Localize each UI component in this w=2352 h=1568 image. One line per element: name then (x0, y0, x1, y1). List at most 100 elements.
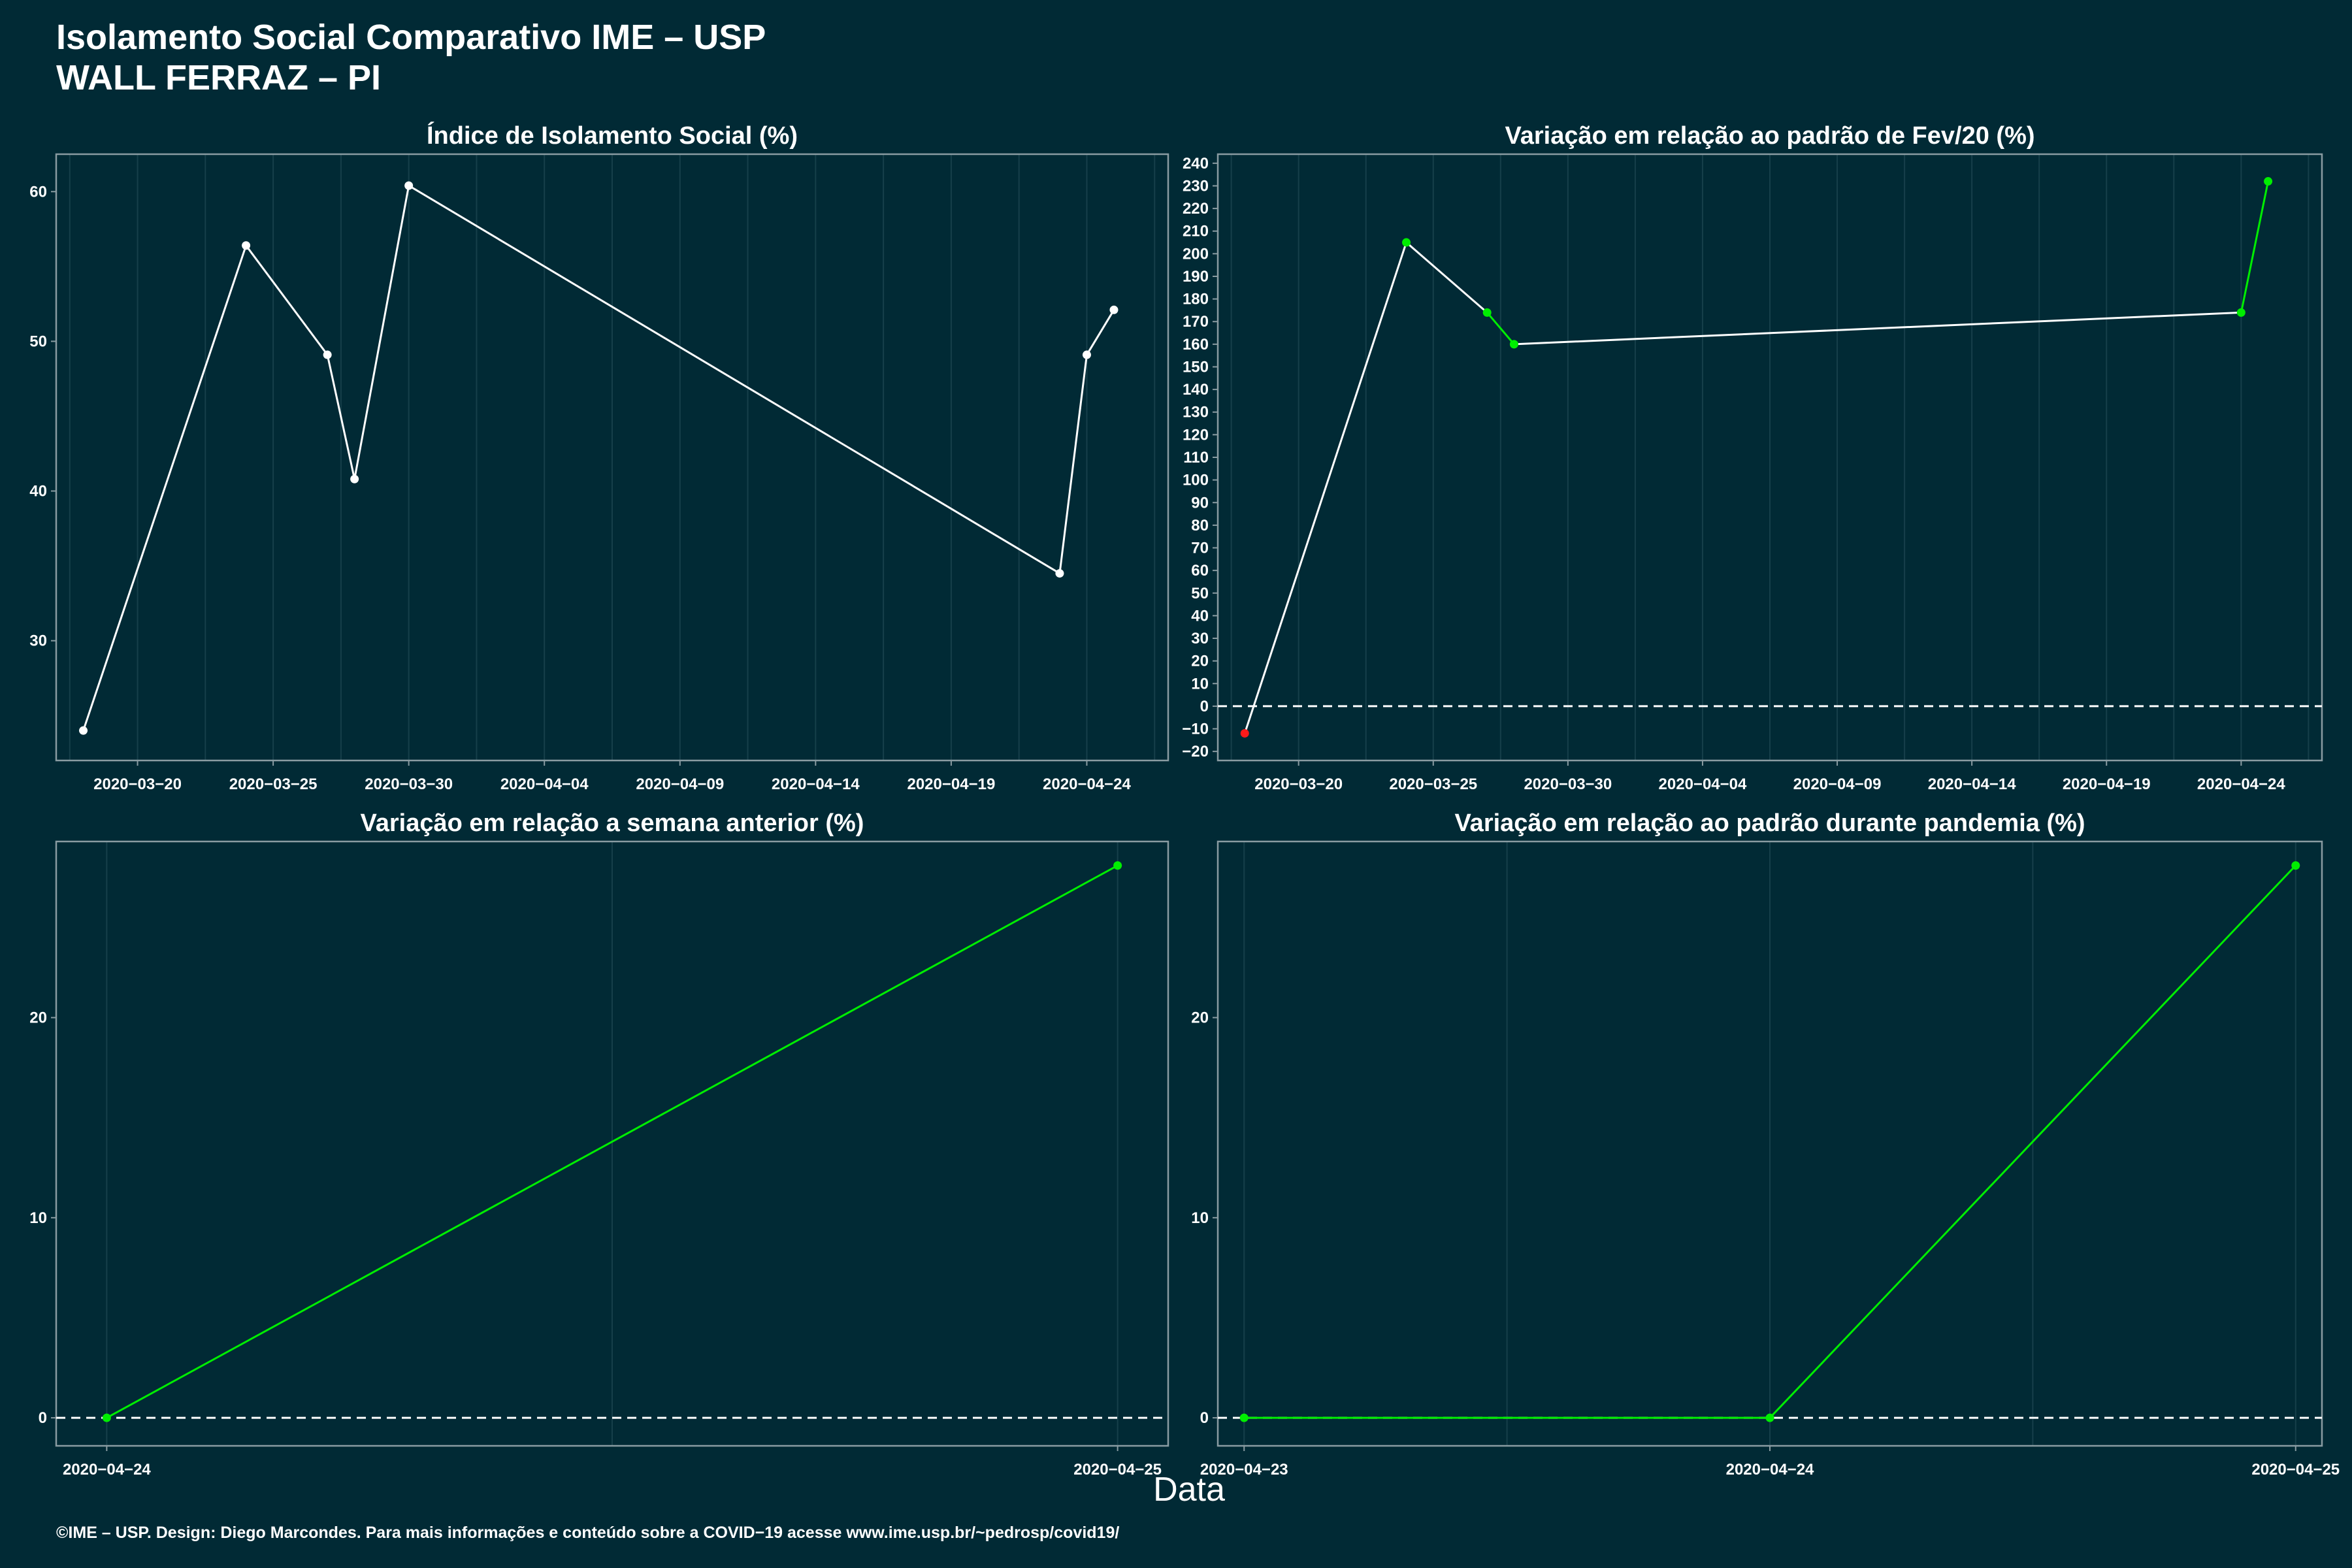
panel-title: Índice de Isolamento Social (%) (427, 121, 798, 150)
x-tick-label: 2020−04−24 (63, 1461, 151, 1478)
y-tick-label: 20 (1191, 1009, 1209, 1027)
grid-lines (69, 154, 1156, 760)
figure-title: Isolamento Social Comparativo IME – USP … (56, 17, 766, 98)
grid-lines (106, 841, 1119, 1446)
y-tick-label: 220 (1183, 200, 1209, 218)
panel-title: Variação em relação ao padrão de Fev/20 … (1505, 122, 2034, 150)
x-tick-label: 2020−03−25 (229, 776, 318, 793)
y-tick-label: 40 (29, 483, 47, 500)
x-tick-label: 2020−03−20 (93, 776, 182, 793)
data-point (1765, 1413, 1774, 1422)
series-line-segment (1405, 241, 1488, 314)
y-tick-label: 190 (1183, 268, 1209, 286)
x-tick-label: 2020−03−30 (1524, 776, 1612, 793)
panel-border (55, 153, 1169, 762)
panel-border (55, 840, 1169, 1447)
data-point (323, 350, 332, 359)
y-tick-label: 60 (29, 183, 47, 201)
x-tick-label: 2020−04−14 (1928, 776, 2016, 793)
data-point (1240, 728, 1249, 738)
x-tick-label: 2020−04−24 (1726, 1461, 1814, 1478)
data-point (2291, 861, 2300, 870)
data-point (1082, 350, 1091, 359)
data-point (102, 1413, 111, 1422)
panel-isolamento: Índice de Isolamento Social (%) 2020−03−2… (29, 121, 1169, 793)
data-point (2264, 177, 2273, 186)
y-tick-label: 10 (1191, 1209, 1209, 1227)
data-point (1482, 308, 1492, 317)
x-tick-label: 2020−04−19 (2063, 776, 2151, 793)
y-tick-label: 200 (1183, 245, 1209, 263)
y-tick-label: 210 (1183, 223, 1209, 240)
y-tick-label: 180 (1183, 291, 1209, 308)
y-tick-label: 90 (1191, 494, 1209, 512)
y-tick-label: −10 (1182, 721, 1209, 738)
data-point (1402, 238, 1411, 247)
data-point (404, 181, 414, 190)
data-point (2236, 308, 2246, 317)
series-line-segment (245, 244, 329, 355)
x-tick-label: 2020−04−24 (1043, 776, 1131, 793)
y-tick-label: 160 (1183, 336, 1209, 353)
series-line-segment (82, 245, 248, 731)
y-tick-label: 30 (29, 632, 47, 650)
y-tick-label: 230 (1183, 177, 1209, 195)
y-tick-label: 0 (39, 1409, 47, 1427)
data-point (1239, 1413, 1249, 1422)
panel-title: Variação em relação ao padrão durante pa… (1454, 809, 2085, 837)
y-tick-label: 0 (1200, 698, 1209, 715)
x-tick-label: 2020−04−04 (500, 776, 589, 793)
x-tick-label: 2020−04−25 (2251, 1461, 2340, 1478)
x-tick-label: 2020−04−24 (2197, 776, 2285, 793)
series-line-segment (2240, 181, 2270, 313)
y-tick-label: 50 (29, 333, 47, 350)
series-line-segment (1514, 311, 2242, 346)
y-tick-label: 0 (1200, 1409, 1209, 1427)
data-point (1113, 861, 1122, 870)
data-point (79, 726, 88, 735)
x-axis-title: Data (1153, 1471, 1225, 1509)
series-line-segment (1086, 309, 1115, 355)
y-tick-label: 10 (29, 1209, 47, 1227)
series-line-segment (1243, 242, 1407, 734)
panel-pandemia: Variação em relação ao padrão durante pa… (1191, 809, 2340, 1478)
x-tick-label: 2020−03−30 (365, 776, 453, 793)
figure-title-line1: Isolamento Social Comparativo IME – USP (56, 18, 766, 57)
y-tick-label: 240 (1183, 155, 1209, 172)
y-tick-label: 20 (29, 1009, 47, 1027)
y-tick-label: 100 (1183, 472, 1209, 489)
y-tick-label: 60 (1191, 562, 1209, 580)
y-tick-label: 80 (1191, 517, 1209, 534)
panel-semana: Variação em relação a semana anterior (%… (29, 809, 1169, 1478)
y-tick-label: 150 (1183, 358, 1209, 376)
grid-lines (1230, 154, 2310, 760)
x-tick-label: 2020−04−09 (636, 776, 724, 793)
x-tick-label: 2020−04−09 (1793, 776, 1882, 793)
grid-lines (1243, 841, 2296, 1446)
data-point (1055, 569, 1064, 578)
series-line-segment (326, 354, 356, 480)
y-tick-label: 70 (1191, 540, 1209, 557)
footer-caption: ©IME – USP. Design: Diego Marcondes. Par… (56, 1524, 1120, 1542)
series-line-segment (1486, 312, 1515, 345)
series-line-segment (106, 864, 1119, 1419)
figure-title-line2: WALL FERRAZ – PI (56, 58, 382, 97)
data-point (1109, 305, 1119, 314)
series-line-segment (1769, 864, 2296, 1419)
y-tick-label: 130 (1183, 404, 1209, 421)
y-tick-label: 110 (1183, 449, 1209, 466)
y-tick-label: 30 (1191, 630, 1209, 647)
y-tick-label: 10 (1191, 675, 1209, 693)
x-tick-label: 2020−04−25 (1073, 1461, 1162, 1478)
x-tick-label: 2020−04−14 (772, 776, 860, 793)
x-tick-label: 2020−04−23 (1200, 1461, 1288, 1478)
data-point (350, 474, 359, 483)
series-line-segment (1058, 354, 1088, 574)
series-line-segment (353, 185, 410, 480)
y-tick-label: 120 (1183, 426, 1209, 444)
y-tick-label: 50 (1191, 585, 1209, 602)
x-tick-label: 2020−04−19 (907, 776, 995, 793)
x-tick-label: 2020−03−20 (1254, 776, 1343, 793)
